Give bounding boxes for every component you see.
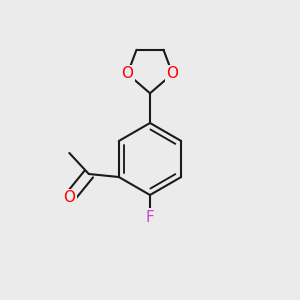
Text: O: O: [122, 66, 134, 81]
Text: F: F: [146, 210, 154, 225]
Text: O: O: [63, 190, 75, 206]
Text: O: O: [167, 66, 178, 81]
